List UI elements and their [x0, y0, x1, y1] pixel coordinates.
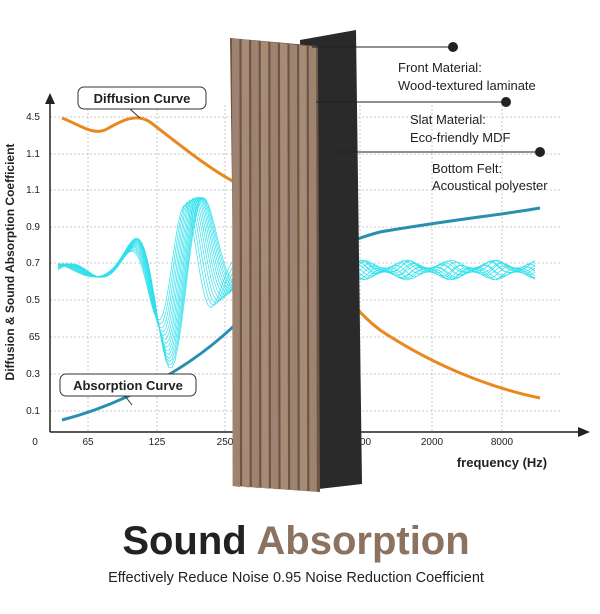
x-tick-label: 250 — [217, 437, 234, 448]
x-arrow — [578, 427, 590, 437]
y-tick-label: 65 — [29, 332, 41, 343]
y-arrow — [45, 93, 55, 104]
material-detail: Acoustical polyester — [432, 178, 548, 193]
slat — [251, 40, 260, 489]
x-label: frequency (Hz) — [457, 455, 547, 470]
material-label: Front Material: — [398, 60, 482, 75]
material-detail: Wood-textured laminate — [398, 78, 536, 93]
callout-pointer — [124, 395, 133, 406]
x-tick-label: 65 — [82, 437, 94, 448]
slat — [241, 39, 250, 488]
wood-panel — [230, 38, 320, 492]
y-tick-label: 0.3 — [26, 369, 40, 380]
y-tick-label: 4.5 — [26, 112, 40, 123]
headline-part: Sound — [122, 519, 246, 563]
absorption-callout: Absorption Curve — [73, 378, 183, 393]
x-tick-label: 2000 — [421, 437, 444, 448]
y-tick-label: 0.7 — [26, 258, 40, 269]
diffusion-callout-box — [77, 86, 207, 110]
y-label: Diffusion & Sound Absorption Coefficient — [3, 144, 17, 381]
slat — [308, 46, 317, 492]
material-label: Slat Material: — [410, 112, 486, 127]
x-tick-label: 8000 — [491, 437, 514, 448]
slat — [289, 44, 298, 491]
leader-dot — [501, 97, 511, 107]
x-tick-label: 125 — [149, 437, 166, 448]
y-tick-label: 0.5 — [26, 295, 40, 306]
callout-pointer — [129, 108, 141, 119]
subtitle: Effectively Reduce Noise 0.95 Noise Redu… — [108, 570, 484, 586]
absorption-callout-box — [59, 373, 197, 397]
slat — [299, 45, 308, 492]
material-label: Bottom Felt: — [432, 161, 502, 176]
leader-dot — [535, 147, 545, 157]
slat — [280, 43, 288, 490]
y-tick-label: 0.9 — [26, 222, 40, 233]
slat — [270, 42, 279, 490]
slat — [232, 38, 240, 487]
y-tick-label: 1.1 — [26, 185, 40, 196]
slat — [260, 41, 269, 489]
x-tick-label: 0 — [32, 437, 38, 448]
headline: Sound Absorption — [122, 519, 469, 563]
leader-dot — [448, 42, 458, 52]
headline-part: Absorption — [256, 519, 469, 563]
material-detail: Eco-friendly MDF — [410, 130, 510, 145]
y-tick-label: 0.1 — [26, 406, 40, 417]
diffusion-callout: Diffusion Curve — [94, 91, 191, 106]
y-tick-label: 1.1 — [26, 149, 40, 160]
